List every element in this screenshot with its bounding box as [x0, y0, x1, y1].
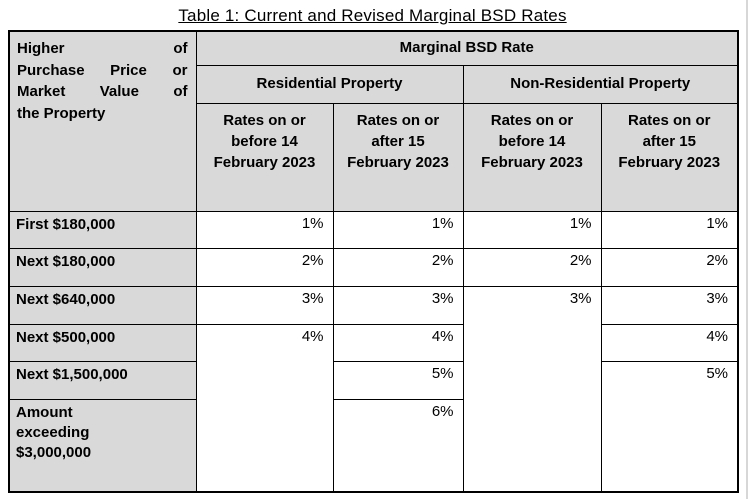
rate-cell: 1% [195, 210, 334, 249]
rate-cell: 4% [600, 323, 739, 362]
rate-cell: 1% [462, 210, 602, 249]
rate-cell: 3% [195, 285, 334, 325]
rate-cell: 3% [600, 285, 739, 325]
rate-cell-merged: 4% [195, 323, 334, 493]
row-label: Next $500,000 [8, 323, 197, 362]
table-row: Next $1,500,000 5% 5% [8, 360, 739, 493]
rate-cell-merged: 5% [600, 360, 739, 493]
rate-cell: 2% [195, 247, 334, 287]
col-header-res-before: Rates on or before 14 February 2023 [195, 102, 334, 212]
row-label-text: Amount exceeding $3,000,000 [16, 403, 92, 461]
rate-cell: 5% [332, 360, 464, 400]
marginal-bsd-rate-header: Marginal BSD Rate [195, 30, 739, 66]
rate-cell: 3% [332, 285, 464, 325]
corner-header-line: Purchase Price or [17, 61, 188, 79]
table-row: First $180,000 1% 1% 1% 1% [8, 210, 739, 249]
rate-cell: 1% [600, 210, 739, 249]
corner-header-line: Higher of [17, 40, 188, 57]
residential-property-header: Residential Property [195, 64, 464, 104]
corner-header-line: Market Value of [17, 83, 188, 100]
corner-header: Higher of Purchase Price or Market Value… [8, 30, 197, 212]
rate-cell: 2% [600, 247, 739, 287]
rate-cell: 4% [332, 323, 464, 362]
col-header-res-after: Rates on or after 15 February 2023 [332, 102, 464, 212]
rate-cell-merged: 3% [462, 285, 602, 493]
rate-cell: 2% [332, 247, 464, 287]
row-label: Next $640,000 [8, 285, 197, 325]
row-label: First $180,000 [8, 210, 197, 249]
rate-cell: 2% [462, 247, 602, 287]
non-residential-property-header: Non-Residential Property [462, 64, 739, 104]
rate-cell: 1% [332, 210, 464, 249]
corner-header-line: the Property [17, 104, 106, 122]
header-row-1: Higher of Purchase Price or Market Value… [8, 30, 739, 212]
col-header-nonres-after: Rates on or after 15 February 2023 [600, 102, 739, 212]
bsd-rates-table: Higher of Purchase Price or Market Value… [8, 30, 740, 493]
col-header-nonres-before: Rates on or before 14 February 2023 [462, 102, 602, 212]
table-row: Next $500,000 4% 4% 4% [8, 323, 739, 493]
header-row-2: Residential Property Non-Residential Pro… [9, 64, 739, 104]
table-row: Next $640,000 3% 3% 3% 3% [8, 285, 739, 493]
table-row: Amount exceeding $3,000,000 6% [8, 398, 738, 493]
page-edge-line [746, 0, 748, 499]
row-label: Next $180,000 [8, 247, 197, 287]
header-row-3: Rates on or before 14 February 2023 Rate… [9, 102, 739, 212]
row-label: Amount exceeding $3,000,000 [8, 398, 197, 493]
table-title: Table 1: Current and Revised Marginal BS… [178, 6, 567, 25]
row-label: Next $1,500,000 [8, 360, 197, 400]
rate-cell: 6% [332, 398, 464, 493]
table-row: Next $180,000 2% 2% 2% 2% [8, 247, 739, 287]
